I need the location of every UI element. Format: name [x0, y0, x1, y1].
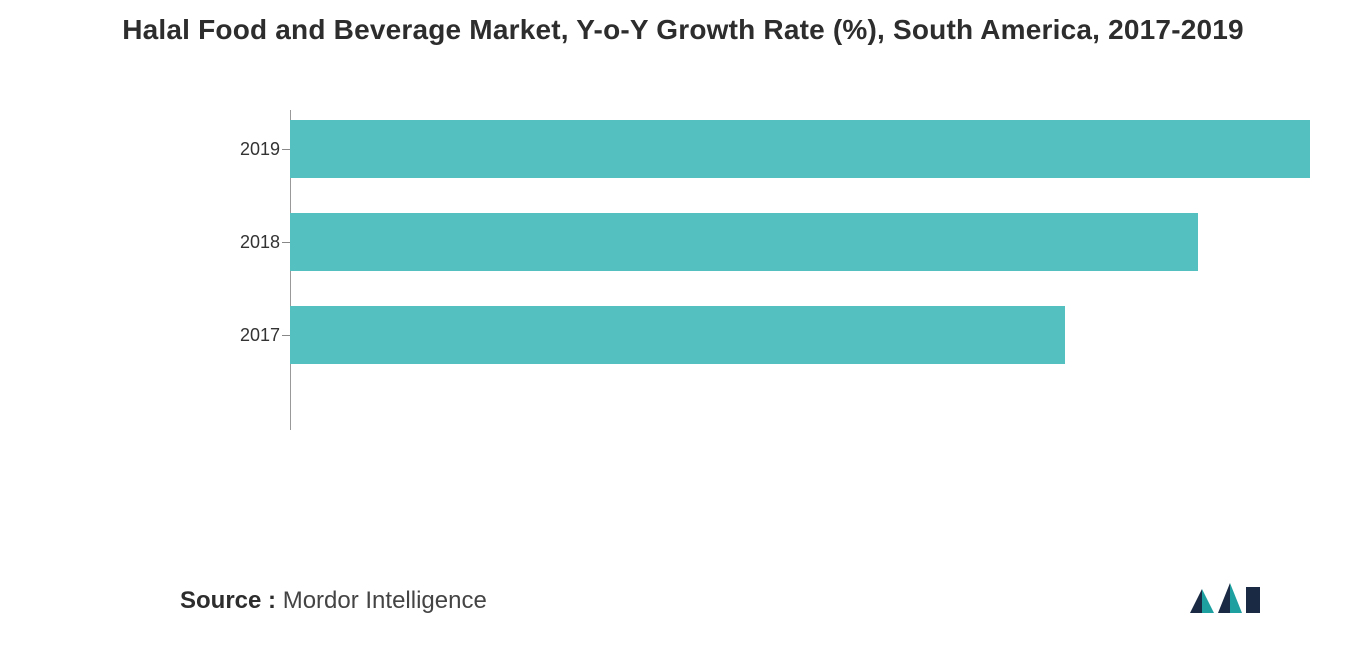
- y-tick-mark: [282, 149, 290, 150]
- bar-2019: [290, 120, 1310, 178]
- source-attribution: Source : Mordor Intelligence: [180, 587, 487, 615]
- bar-row-2018: 2018: [290, 213, 1310, 271]
- y-tick-label: 2018: [230, 232, 280, 253]
- logo-bars-icon: [1190, 583, 1260, 613]
- y-tick-label: 2019: [230, 139, 280, 160]
- mordor-logo-icon: [1188, 579, 1266, 621]
- bar-2018: [290, 213, 1198, 271]
- bar-row-2017: 2017: [290, 306, 1310, 364]
- source-value: Mordor Intelligence: [283, 587, 487, 614]
- source-label: Source :: [180, 587, 276, 614]
- y-tick-mark: [282, 242, 290, 243]
- chart-plot-area: 2019 2018 2017: [290, 120, 1310, 420]
- y-tick-label: 2017: [230, 325, 280, 346]
- y-tick-mark: [282, 335, 290, 336]
- bar-row-2019: 2019: [290, 120, 1310, 178]
- bar-2017: [290, 306, 1065, 364]
- chart-title: Halal Food and Beverage Market, Y-o-Y Gr…: [0, 0, 1366, 46]
